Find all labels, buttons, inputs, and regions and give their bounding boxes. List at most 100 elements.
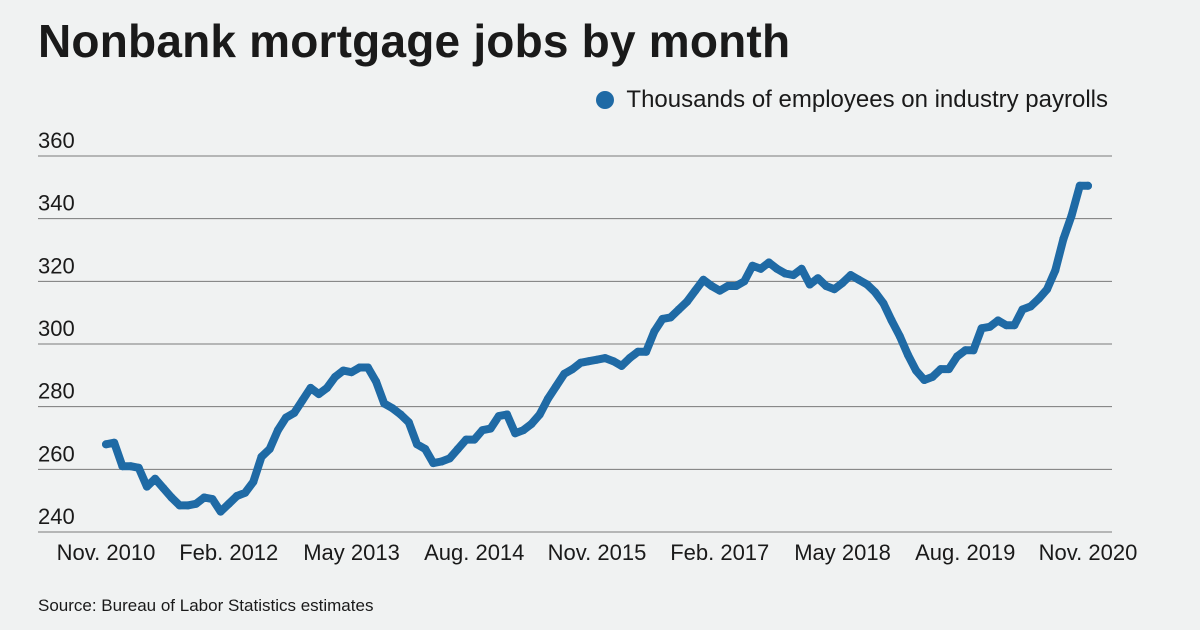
data-point xyxy=(175,501,184,510)
data-point xyxy=(200,493,209,502)
data-point xyxy=(110,438,119,447)
data-point xyxy=(773,264,781,273)
data-point xyxy=(388,404,397,413)
x-tick-label: May 2013 xyxy=(303,540,400,565)
data-point xyxy=(1059,235,1068,243)
data-point xyxy=(1043,285,1052,294)
data-point xyxy=(404,418,413,427)
legend-marker xyxy=(596,91,615,109)
data-point xyxy=(609,357,618,366)
data-point xyxy=(355,363,364,372)
data-point xyxy=(372,377,381,386)
data-point xyxy=(478,426,487,435)
x-tick-label: Aug. 2014 xyxy=(424,540,524,565)
data-point xyxy=(208,495,217,504)
data-point xyxy=(740,277,749,286)
data-point xyxy=(756,264,765,273)
data-point xyxy=(699,275,708,284)
y-tick-label: 260 xyxy=(38,441,75,466)
data-point xyxy=(192,499,200,508)
data-point xyxy=(159,484,168,493)
data-point xyxy=(953,352,962,361)
data-point xyxy=(282,413,290,422)
y-tick-label: 320 xyxy=(38,253,75,278)
x-tick-label: Feb. 2012 xyxy=(179,540,278,565)
data-point xyxy=(830,285,839,294)
data-point xyxy=(1075,181,1084,190)
data-point xyxy=(1051,266,1060,275)
data-point xyxy=(912,366,921,375)
data-point xyxy=(535,410,544,419)
data-point xyxy=(764,258,773,267)
y-tick-label: 360 xyxy=(38,128,75,153)
data-point xyxy=(429,459,438,468)
data-point xyxy=(519,426,528,435)
data-point xyxy=(895,332,904,341)
data-point xyxy=(249,477,258,486)
data-point xyxy=(854,275,863,284)
data-point xyxy=(593,355,601,364)
data-point xyxy=(658,314,667,323)
data-point xyxy=(1034,294,1043,303)
data-point xyxy=(421,445,430,453)
data-point xyxy=(183,501,192,510)
data-point xyxy=(920,376,929,384)
data-point xyxy=(961,346,970,355)
data-point xyxy=(871,288,880,297)
data-point xyxy=(805,280,814,289)
data-point xyxy=(887,316,896,325)
data-point xyxy=(797,264,806,273)
data-point xyxy=(732,282,741,290)
data-point xyxy=(944,365,953,374)
data-point xyxy=(822,282,831,290)
x-tick-label: Aug. 2019 xyxy=(915,540,1015,565)
data-point xyxy=(1010,321,1019,330)
data-point xyxy=(560,369,569,378)
data-point xyxy=(936,365,945,374)
data-point xyxy=(486,424,495,433)
data-point xyxy=(552,382,561,391)
data-point xyxy=(511,429,520,438)
data-point xyxy=(568,365,577,374)
data-point xyxy=(543,394,552,403)
data-point xyxy=(584,357,593,366)
data-point xyxy=(928,372,937,381)
y-tick-label: 340 xyxy=(38,191,75,216)
data-point xyxy=(625,354,634,363)
x-tick-label: Feb. 2017 xyxy=(670,540,769,565)
legend-label: Thousands of employees on industry payro… xyxy=(626,86,1108,113)
data-point xyxy=(748,261,757,270)
data-point xyxy=(691,286,700,295)
data-point xyxy=(781,269,790,278)
data-point xyxy=(715,286,724,295)
data-point xyxy=(904,351,912,359)
data-point xyxy=(707,282,716,290)
data-point xyxy=(413,440,421,449)
data-point xyxy=(102,440,110,449)
data-point xyxy=(462,435,471,444)
data-point xyxy=(257,452,266,461)
data-point xyxy=(879,299,888,308)
data-point xyxy=(789,271,798,280)
data-point xyxy=(323,383,331,392)
data-point xyxy=(683,297,691,306)
data-point xyxy=(167,493,176,502)
data-point xyxy=(142,482,151,491)
data-point xyxy=(813,274,822,283)
data-point xyxy=(985,322,994,331)
data-point xyxy=(527,419,536,428)
data-point xyxy=(1018,305,1027,314)
data-point xyxy=(846,271,855,280)
x-tick-label: Nov. 2015 xyxy=(548,540,647,565)
data-point xyxy=(437,457,446,466)
data-point xyxy=(290,408,299,417)
data-point xyxy=(650,327,659,336)
data-point xyxy=(453,445,462,453)
data-point xyxy=(298,396,307,405)
legend: Thousands of employees on industry payro… xyxy=(596,86,1108,114)
x-tick-label: Nov. 2020 xyxy=(1039,540,1138,565)
data-point xyxy=(396,410,405,419)
data-point xyxy=(576,358,585,367)
source-note: Source: Bureau of Labor Statistics estim… xyxy=(38,596,374,615)
